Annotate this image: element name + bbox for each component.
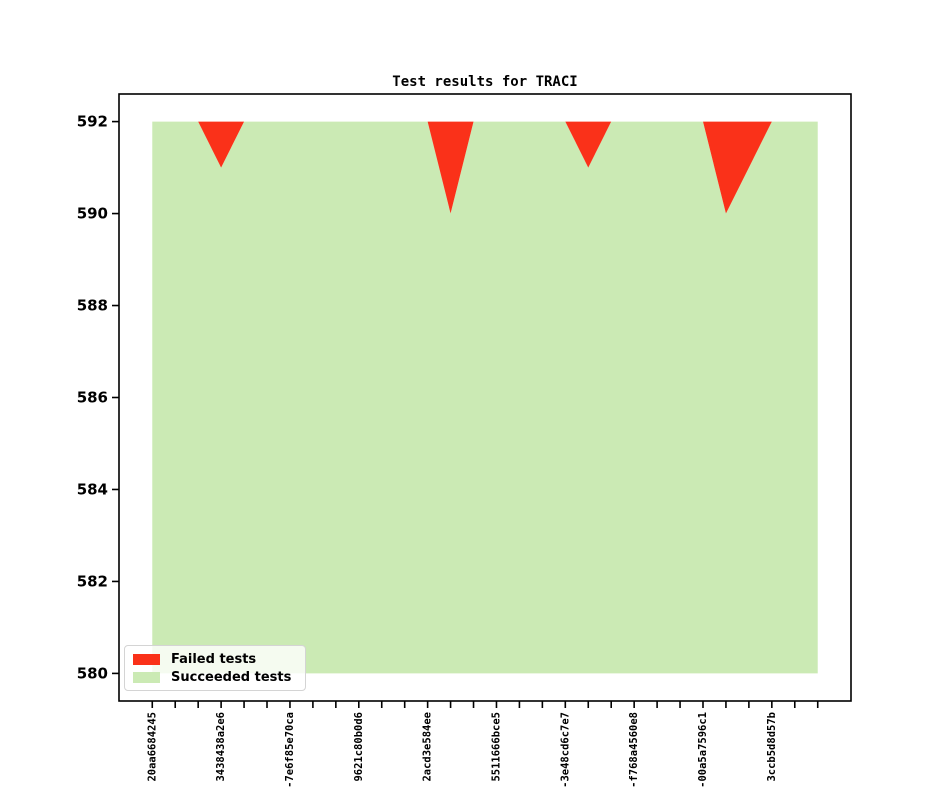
y-tick-label: 584 xyxy=(77,480,108,498)
failed-tests-label: Failed tests xyxy=(171,652,257,667)
plot-areas xyxy=(152,121,818,674)
legend-item-succeeded: Succeeded tests xyxy=(133,669,297,686)
succeeded-tests-label: Succeeded tests xyxy=(171,670,292,685)
plot-ticks: 580 582 584 586 588 590 592 20aa6684245 3438438a… xyxy=(77,113,819,787)
legend-item-failed: Failed tests xyxy=(133,651,297,668)
y-tick-label: 582 xyxy=(77,572,108,590)
succeeded-tests-swatch xyxy=(133,672,160,683)
y-tick-label: 588 xyxy=(77,297,108,315)
x-tick-label: 20aa6684245 xyxy=(146,712,158,782)
x-tick-label: 9621c80b0d6 xyxy=(353,712,365,782)
failed-spike xyxy=(198,121,245,168)
failed-tests-swatch xyxy=(133,654,160,665)
x-tick-label: -3e48cd6c7e7 xyxy=(559,712,571,787)
y-tick-label: 580 xyxy=(77,664,108,682)
axes-frame xyxy=(118,93,852,702)
chart-title: Test results for TRACI xyxy=(392,74,577,90)
x-tick-label: 5511666bce5 xyxy=(490,712,502,782)
x-tick-label: -f768a4560e8 xyxy=(628,712,640,787)
x-tick-label: 3ccb5d8d57b xyxy=(766,712,778,782)
x-tick-label: 2acd3e584ee xyxy=(422,712,434,782)
x-tick-label: -7e6f85e70ca xyxy=(284,712,296,787)
succeeded-area xyxy=(152,121,818,674)
x-tick-label: 3438438a2e6 xyxy=(215,712,227,782)
failed-spike xyxy=(427,121,474,214)
legend: Failed tests Succeeded tests xyxy=(124,645,306,691)
y-tick-label: 586 xyxy=(77,389,108,407)
x-tick-label: -00a5a7596c1 xyxy=(697,712,709,787)
failed-spike xyxy=(565,121,612,168)
y-tick-label: 590 xyxy=(77,205,108,223)
y-tick-label: 592 xyxy=(77,113,108,131)
failed-spike xyxy=(702,121,772,214)
